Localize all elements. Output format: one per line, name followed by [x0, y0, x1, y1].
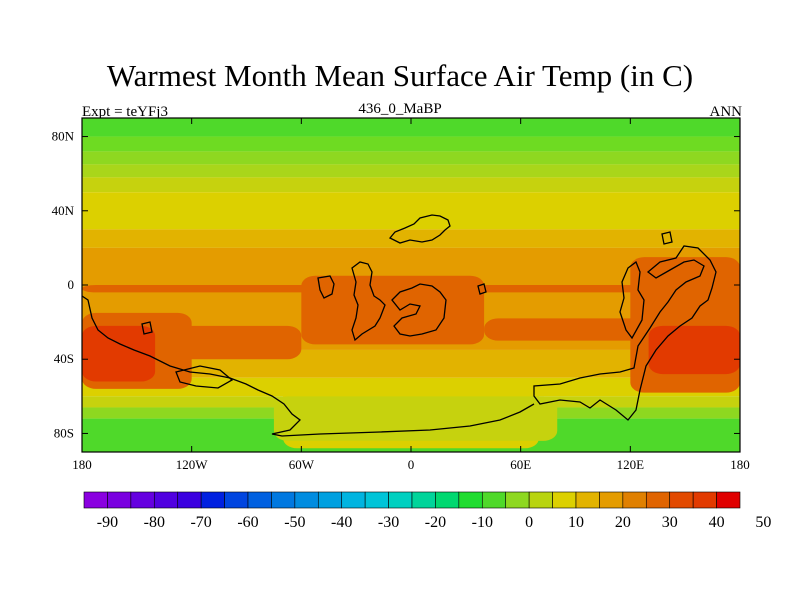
colorbar-swatch-23	[622, 491, 647, 509]
colorbar-swatch-17	[481, 491, 507, 509]
warm-region-1	[173, 325, 302, 360]
colorbar-swatch-24	[645, 491, 671, 509]
colorbar-swatch-13	[388, 491, 413, 509]
x-tick-label-3: 0	[408, 457, 415, 472]
colorbar-swatch-26	[692, 491, 717, 509]
colorbar-swatch-3	[153, 491, 179, 509]
coastline-small-island-west	[317, 275, 335, 299]
coastline-small-island-center	[477, 283, 487, 295]
colorbar-label-9: 0	[525, 514, 533, 531]
season-label: ANN	[709, 104, 743, 120]
colorbar-swatch-5	[200, 491, 225, 509]
coastline-west-central	[351, 261, 386, 342]
colorbar-swatch-6	[224, 491, 249, 509]
cool-region-1	[273, 396, 558, 441]
x-tick-label-1: 120W	[176, 457, 209, 472]
colorbar-swatch-16	[458, 491, 483, 509]
colorbar-label-0: -90	[97, 514, 118, 531]
x-tick-label-6: 180	[730, 457, 750, 472]
y-tick-label-3: 40S	[54, 351, 74, 366]
colorbar-swatch-18	[505, 491, 530, 509]
coastline-north-block	[388, 214, 451, 244]
colorbar-swatch-0	[83, 491, 108, 509]
time-label: 436_0_MaBP	[358, 101, 442, 117]
zonal-band-0	[82, 118, 740, 137]
colorbar-swatch-2	[130, 491, 155, 509]
map-title: Warmest Month Mean Surface Air Temp (in …	[106, 58, 694, 93]
colorbar-swatch-12	[364, 491, 389, 509]
coastline-small-island-south	[141, 321, 153, 335]
colorbar-swatch-27	[716, 491, 741, 509]
hot-region-1	[648, 325, 740, 375]
colorbar-label-5: -40	[331, 514, 352, 531]
temperature-field	[82, 118, 740, 452]
zonal-band-6	[82, 229, 740, 248]
colorbar-label-11: 20	[615, 514, 631, 531]
colorbar-swatch-4	[177, 491, 202, 509]
colorbar-swatch-1	[107, 491, 132, 509]
warm-region-3	[484, 318, 649, 341]
colorbar-label-8: -10	[472, 514, 493, 531]
colorbar-label-10: 10	[568, 514, 584, 531]
coastline-island-east-small	[661, 231, 673, 245]
zonal-band-5	[82, 192, 740, 230]
colorbar-swatch-15	[435, 491, 460, 509]
zonal-band-3	[82, 164, 740, 178]
colorbar-swatch-11	[341, 491, 366, 509]
map-axis-ticks: 180 120W 60W 0 60E 120E 180 80N 40N 0 40S 80S	[52, 118, 750, 472]
colorbar-label-14: 50	[755, 514, 771, 531]
colorbar-swatch-22	[599, 491, 624, 509]
coastline-east	[533, 245, 717, 421]
coastline-south	[81, 295, 535, 437]
colorbar-swatch-8	[271, 491, 296, 509]
continent-outlines	[81, 214, 717, 437]
colorbar-label-7: -20	[425, 514, 446, 531]
x-tick-label-2: 60W	[289, 457, 315, 472]
colorbar-swatch-19	[528, 491, 553, 509]
coastline-south-inner	[175, 365, 234, 389]
colorbar-label-13: 40	[709, 514, 725, 531]
zonal-band-2	[82, 151, 740, 165]
colorbar-swatch-20	[552, 491, 577, 509]
y-tick-label-4: 80S	[54, 425, 74, 440]
colorbar-swatch-25	[669, 491, 694, 509]
temperature-colorbar: -90 -80 -70 -60 -50 -40 -30 -20 -10 0 10 20 30 40 50	[83, 491, 771, 531]
x-tick-label-4: 60E	[510, 457, 531, 472]
x-tick-label-0: 180	[72, 457, 92, 472]
colorbar-label-6: -30	[378, 514, 399, 531]
colorbar-swatch-10	[317, 491, 343, 509]
colorbar-label-2: -70	[190, 514, 211, 531]
colorbar-swatch-21	[575, 491, 600, 509]
colorbar-label-3: -60	[237, 514, 258, 531]
colorbar-label-4: -50	[284, 514, 305, 531]
zonal-band-1	[82, 136, 740, 152]
colorbar-label-1: -80	[144, 514, 165, 531]
colorbar-label-12: 30	[662, 514, 678, 531]
coastline-central-block	[391, 283, 447, 337]
y-tick-label-2: 0	[68, 277, 75, 292]
zonal-band-4	[82, 177, 740, 193]
y-tick-label-1: 40N	[52, 203, 75, 218]
y-tick-label-0: 80N	[52, 129, 75, 144]
colorbar-swatch-14	[411, 491, 436, 509]
x-tick-label-5: 120E	[617, 457, 645, 472]
hot-region-0	[82, 325, 156, 382]
colorbar-swatch-9	[294, 491, 319, 509]
experiment-label: Expt = teYFj3	[82, 104, 168, 120]
colorbar-swatch-7	[247, 491, 272, 509]
